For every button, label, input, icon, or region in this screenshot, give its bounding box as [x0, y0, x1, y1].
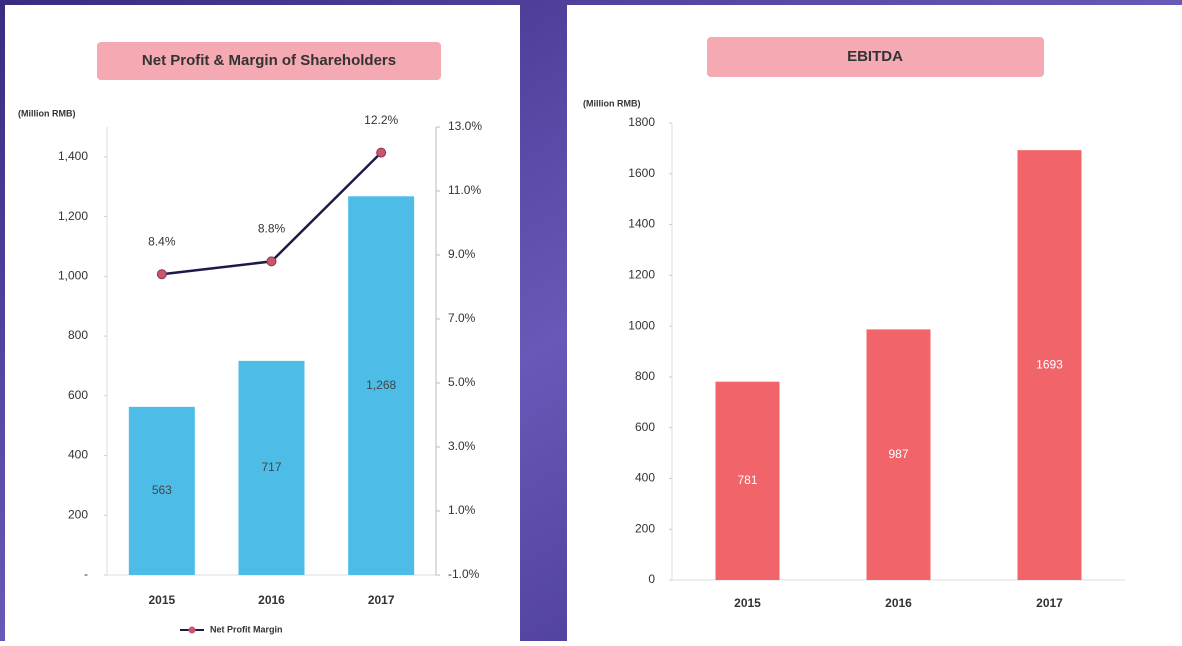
bar: [1017, 150, 1082, 580]
y-tick-label: 1600: [628, 166, 655, 180]
y-tick-label: 400: [68, 448, 88, 462]
y2-tick-label: 7.0%: [448, 311, 476, 325]
bar: [715, 381, 780, 580]
y2-tick-label: -1.0%: [448, 567, 480, 581]
y-tick-label: 200: [68, 507, 88, 521]
data-label: 781: [737, 473, 757, 487]
x-tick-label: 2015: [148, 593, 175, 607]
bar: [238, 360, 305, 575]
marker: [266, 256, 277, 267]
data-label: 717: [261, 460, 281, 474]
x-tick-label: 2017: [1036, 596, 1063, 610]
y2-tick-label: 9.0%: [448, 247, 476, 261]
data-label: 1693: [1036, 357, 1063, 371]
legend-marker: [188, 626, 196, 634]
x-tick-label: 2016: [258, 593, 285, 607]
bar: [348, 196, 415, 576]
y-tick-label: 600: [68, 388, 88, 402]
chart-title: Net Profit & Margin of Shareholders: [142, 52, 396, 69]
title-box: [97, 42, 441, 80]
data-label: 1,268: [366, 378, 396, 392]
y2-tick-label: 3.0%: [448, 439, 476, 453]
data-label: 563: [152, 483, 172, 497]
data-label: 987: [888, 447, 908, 461]
y2-tick-label: 11.0%: [448, 183, 481, 197]
y-tick-label: 1,400: [58, 149, 88, 163]
data-label: 8.8%: [258, 222, 286, 236]
y-tick-label: 600: [635, 420, 655, 434]
y-tick-label: 1000: [628, 318, 655, 332]
x-tick-label: 2015: [734, 596, 761, 610]
y-tick-label: 1800: [628, 115, 655, 129]
y2-tick-label: 1.0%: [448, 503, 476, 517]
y-tick-label: 800: [635, 369, 655, 383]
legend-label: Net Profit Margin: [210, 624, 283, 634]
unit-label: (Million RMB): [18, 108, 76, 118]
y2-tick-label: 5.0%: [448, 375, 476, 389]
x-tick-label: 2016: [885, 596, 912, 610]
x-tick-label: 2017: [368, 593, 395, 607]
title-box: [707, 37, 1044, 77]
marker: [156, 269, 167, 280]
bar: [128, 406, 195, 575]
unit-label: (Million RMB): [583, 98, 641, 108]
y2-tick-label: 13.0%: [448, 119, 482, 133]
y-tick-label: 1,000: [58, 269, 88, 283]
y-tick-label: 800: [68, 328, 88, 342]
marker: [376, 147, 387, 158]
data-label: 12.2%: [364, 113, 398, 127]
y-tick-label: 400: [635, 471, 655, 485]
y-tick-label: 1200: [628, 268, 655, 282]
chart-title: EBITDA: [847, 48, 903, 65]
y-tick-label: -: [84, 567, 88, 581]
y-tick-label: 200: [635, 521, 655, 535]
y-tick-label: 0: [648, 572, 655, 586]
y-tick-label: 1400: [628, 217, 655, 231]
data-label: 8.4%: [148, 234, 176, 248]
y-tick-label: 1,200: [58, 209, 88, 223]
bar: [866, 329, 931, 580]
